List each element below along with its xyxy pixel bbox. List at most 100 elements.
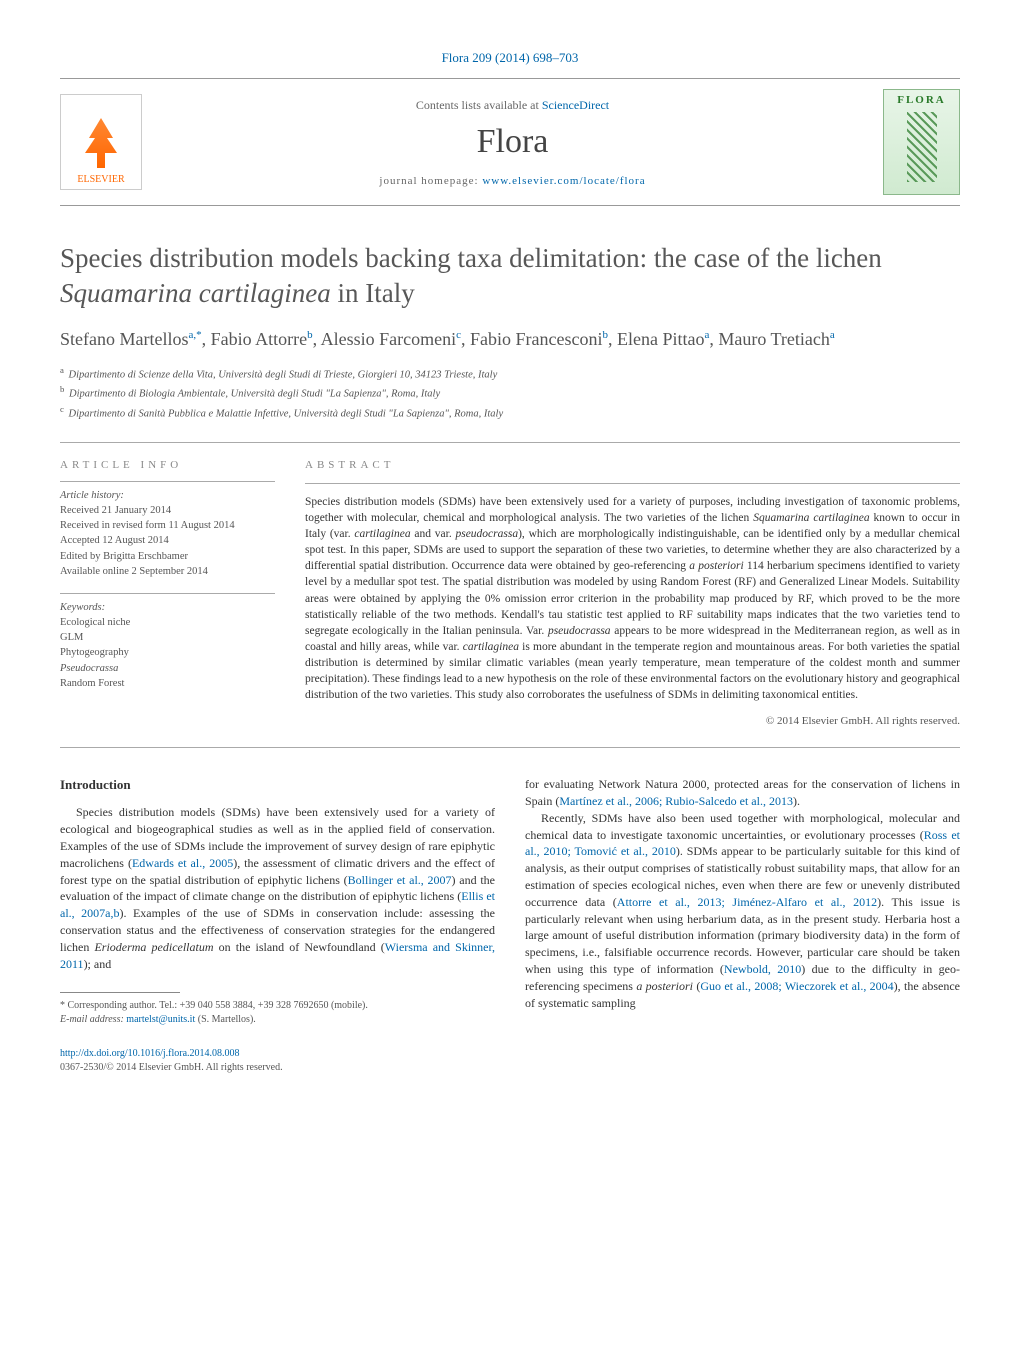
history-line: Received 21 January 2014 xyxy=(60,503,275,518)
keyword: Ecological niche xyxy=(60,615,275,630)
homepage-link[interactable]: www.elsevier.com/locate/flora xyxy=(482,175,645,187)
title-pre: Species distribution models backing taxa… xyxy=(60,243,882,273)
abstract-text: Species distribution models (SDMs) have … xyxy=(305,494,960,703)
body-left-column: Introduction Species distribution models… xyxy=(60,776,495,1075)
abstract-heading: ABSTRACT xyxy=(305,459,960,471)
issn-copyright: 0367-2530/© 2014 Elsevier GmbH. All righ… xyxy=(60,1062,283,1073)
history-line: Received in revised form 11 August 2014 xyxy=(60,518,275,533)
elsevier-tree-icon xyxy=(81,118,121,168)
abstract-italic: pseudocrassa xyxy=(455,528,518,540)
corresponding-footnote: * Corresponding author. Tel.: +39 040 55… xyxy=(60,999,495,1027)
affiliations: a Dipartimento di Scienze della Vita, Un… xyxy=(60,364,960,422)
doi-block: http://dx.doi.org/10.1016/j.flora.2014.0… xyxy=(60,1047,495,1075)
affiliation-line: a Dipartimento di Scienze della Vita, Un… xyxy=(60,364,960,383)
keyword: Pseudocrassa xyxy=(60,661,275,676)
cover-title: FLORA xyxy=(897,94,946,106)
homepage-line: journal homepage: www.elsevier.com/locat… xyxy=(142,175,883,187)
author: Alessio Farcomenic xyxy=(321,329,461,349)
keywords-list: Ecological nicheGLMPhytogeographyPseudoc… xyxy=(60,615,275,691)
title-species: Squamarina cartilaginea xyxy=(60,278,331,308)
affiliation-line: c Dipartimento di Sanità Pubblica e Mala… xyxy=(60,403,960,422)
author: Mauro Tretiacha xyxy=(718,329,834,349)
author-affil-sup: a xyxy=(704,329,709,341)
body-columns: Introduction Species distribution models… xyxy=(60,776,960,1075)
citation-link[interactable]: Ellis et al., 2007a,b xyxy=(60,889,495,920)
email-person: (S. Martellos). xyxy=(195,1014,256,1025)
email-label: E-mail address: xyxy=(60,1014,126,1025)
author-list: Stefano Martellosa,*, Fabio Attorreb, Al… xyxy=(60,329,960,350)
keywords-title: Keywords: xyxy=(60,602,275,613)
citation-link[interactable]: Martínez et al., 2006; Rubio-Salcedo et … xyxy=(559,794,793,808)
article-info-column: ARTICLE INFO Article history: Received 2… xyxy=(60,459,275,727)
author-affil-sup: b xyxy=(602,329,608,341)
sciencedirect-link[interactable]: ScienceDirect xyxy=(542,98,609,112)
title-post: in Italy xyxy=(331,278,415,308)
history-lines: Received 21 January 2014Received in revi… xyxy=(60,503,275,579)
article-title: Species distribution models backing taxa… xyxy=(60,241,960,311)
author-affil-sup: a,* xyxy=(188,329,201,341)
publisher-name: ELSEVIER xyxy=(77,174,124,185)
email-line: E-mail address: martelst@units.it (S. Ma… xyxy=(60,1013,495,1027)
corr-author-line: * Corresponding author. Tel.: +39 040 55… xyxy=(60,999,495,1013)
author-affil-sup: b xyxy=(307,329,313,341)
info-abstract-row: ARTICLE INFO Article history: Received 2… xyxy=(60,443,960,747)
citation-link[interactable]: Bollinger et al., 2007 xyxy=(348,873,452,887)
author: Elena Pittaoa xyxy=(617,329,709,349)
abstract-italic: cartilaginea xyxy=(463,641,519,653)
author: Fabio Attorreb xyxy=(211,329,313,349)
history-line: Edited by Brigitta Erschbamer xyxy=(60,549,275,564)
author: Fabio Francesconib xyxy=(470,329,608,349)
abstract-italic: Squamarina cartilaginea xyxy=(753,512,869,524)
body-paragraph: Recently, SDMs have also been used toget… xyxy=(525,810,960,1012)
author: Stefano Martellosa,* xyxy=(60,329,202,349)
history-line: Accepted 12 August 2014 xyxy=(60,533,275,548)
abstract-column: ABSTRACT Species distribution models (SD… xyxy=(305,459,960,727)
body-right-column: for evaluating Network Natura 2000, prot… xyxy=(525,776,960,1075)
abstract-italic: pseudocrassa xyxy=(548,625,611,637)
citation-link[interactable]: Edwards et al., 2005 xyxy=(132,856,233,870)
abstract-copyright: © 2014 Elsevier GmbH. All rights reserve… xyxy=(305,715,960,727)
author-affil-sup: a xyxy=(830,329,835,341)
contents-prefix: Contents lists available at xyxy=(416,98,542,112)
journal-header: ELSEVIER Contents lists available at Sci… xyxy=(60,78,960,206)
journal-name: Flora xyxy=(142,123,883,161)
divider-bottom xyxy=(60,747,960,748)
page-root: Flora 209 (2014) 698–703 ELSEVIER Conten… xyxy=(0,0,1020,1115)
author-affil-sup: c xyxy=(456,329,461,341)
keyword: Random Forest xyxy=(60,676,275,691)
italic-term: a posteriori xyxy=(636,979,693,993)
keyword: GLM xyxy=(60,630,275,645)
affil-sup: b xyxy=(60,384,64,394)
footnote-rule xyxy=(60,992,180,993)
affiliation-line: b Dipartimento di Biologia Ambientale, U… xyxy=(60,383,960,402)
abstract-divider xyxy=(305,483,960,484)
citation-link[interactable]: Guo et al., 2008; Wieczorek et al., 2004 xyxy=(700,979,893,993)
publisher-logo[interactable]: ELSEVIER xyxy=(60,94,142,190)
info-divider-2 xyxy=(60,593,275,594)
top-citation: Flora 209 (2014) 698–703 xyxy=(60,50,960,66)
citation-link[interactable]: Attorre et al., 2013; Jiménez-Alfaro et … xyxy=(617,895,877,909)
citation-link[interactable]: Flora 209 (2014) 698–703 xyxy=(442,50,579,65)
italic-term: Erioderma pedicellatum xyxy=(94,940,213,954)
keyword: Phytogeography xyxy=(60,645,275,660)
history-line: Available online 2 September 2014 xyxy=(60,564,275,579)
body-paragraph: Species distribution models (SDMs) have … xyxy=(60,804,495,972)
doi-link[interactable]: http://dx.doi.org/10.1016/j.flora.2014.0… xyxy=(60,1048,240,1059)
journal-cover[interactable]: FLORA xyxy=(883,89,960,195)
history-title: Article history: xyxy=(60,490,275,501)
affil-sup: a xyxy=(60,365,64,375)
email-link[interactable]: martelst@units.it xyxy=(126,1014,195,1025)
article-info-heading: ARTICLE INFO xyxy=(60,459,275,471)
body-paragraph: for evaluating Network Natura 2000, prot… xyxy=(525,776,960,810)
homepage-label: journal homepage: xyxy=(379,175,482,187)
citation-link[interactable]: Ross et al., 2010; Tomović et al., 2010 xyxy=(525,828,960,859)
abstract-italic: a posteriori xyxy=(689,560,743,572)
contents-line: Contents lists available at ScienceDirec… xyxy=(142,98,883,113)
header-center: Contents lists available at ScienceDirec… xyxy=(142,98,883,187)
citation-link[interactable]: Newbold, 2010 xyxy=(724,962,801,976)
introduction-heading: Introduction xyxy=(60,776,495,794)
info-divider xyxy=(60,481,275,482)
affil-sup: c xyxy=(60,404,64,414)
abstract-italic: cartilaginea xyxy=(354,528,410,540)
cover-plant-icon xyxy=(907,112,937,182)
